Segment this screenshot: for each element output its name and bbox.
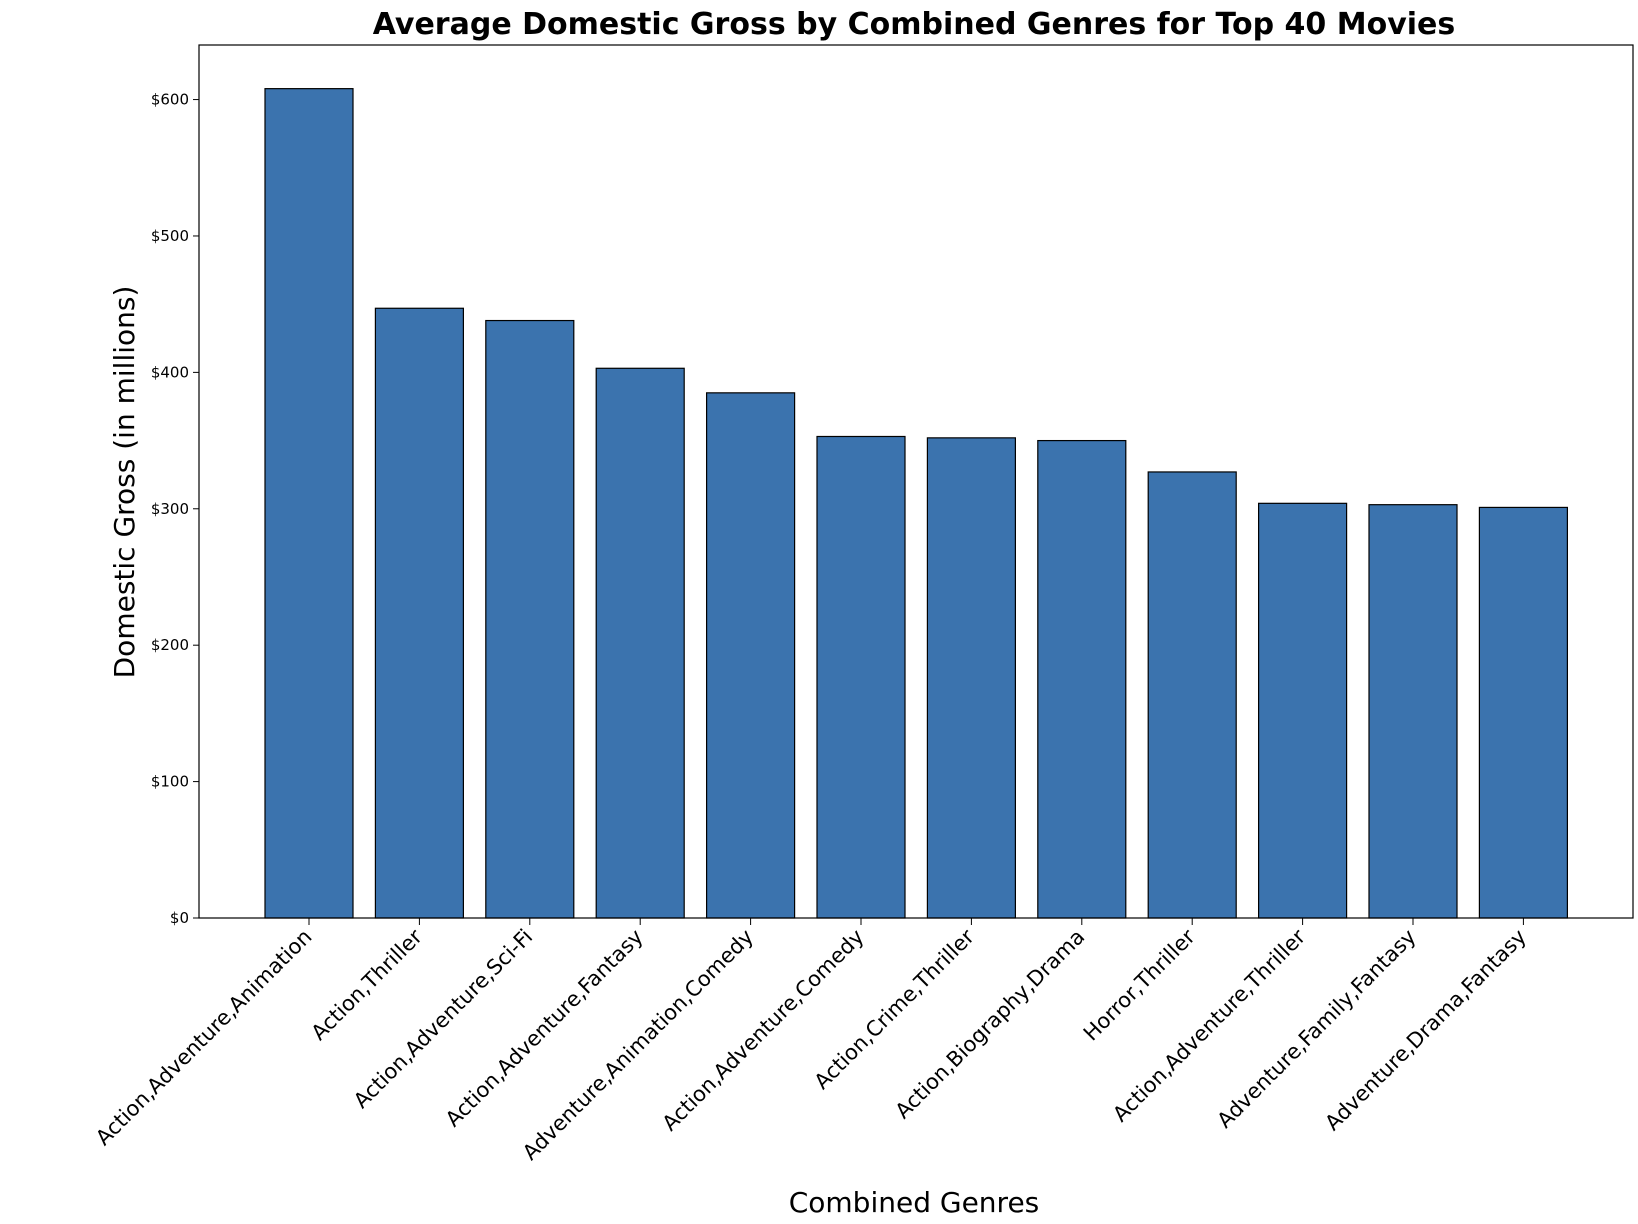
x-tick-label: Action,Biography,Drama bbox=[891, 925, 1090, 1124]
y-tick-label: $400 bbox=[151, 363, 189, 381]
x-tick-label: Action,Adventure,Animation bbox=[91, 925, 316, 1150]
y-tick-label: $0 bbox=[170, 909, 189, 927]
y-tick-label: $200 bbox=[151, 636, 189, 654]
y-tick-label: $500 bbox=[151, 227, 189, 245]
bar-10 bbox=[1257, 502, 1348, 919]
x-tick-label: Action,Adventure,Comedy bbox=[658, 925, 869, 1136]
x-tick-label: Action,Adventure,Thriller bbox=[1108, 924, 1310, 1126]
x-axis-label: Combined Genres bbox=[789, 1186, 1040, 1219]
x-tick-label: Action,Adventure,Sci-Fi bbox=[349, 925, 537, 1113]
x-tick-label: Horror,Thriller bbox=[1079, 924, 1200, 1045]
y-tick-label: $300 bbox=[151, 500, 189, 518]
y-tick-label: $600 bbox=[151, 91, 189, 109]
bar-6 bbox=[816, 435, 906, 919]
bar-12 bbox=[1478, 506, 1569, 919]
bar-1 bbox=[264, 88, 354, 919]
y-axis-label: Domestic Gross (in millions) bbox=[108, 286, 141, 679]
y-tick-label: $100 bbox=[151, 773, 189, 791]
bars-group bbox=[264, 88, 1569, 919]
bar-11 bbox=[1368, 504, 1458, 919]
bar-2 bbox=[374, 307, 464, 919]
y-axis-ticks: $0 $100 $200 $300 $400 $500 $600 bbox=[151, 91, 199, 927]
x-axis-ticks: Action,Adventure,AnimationAction,Thrille… bbox=[91, 918, 1531, 1165]
x-tick-label: Action,Thriller bbox=[307, 924, 428, 1045]
x-tick-label: Adventure,Family,Fantasy bbox=[1212, 925, 1420, 1133]
bar-5 bbox=[705, 392, 796, 919]
bar-9 bbox=[1147, 471, 1237, 919]
bar-4 bbox=[595, 367, 685, 919]
bar-3 bbox=[485, 319, 575, 919]
bar-8 bbox=[1037, 439, 1127, 919]
x-tick-label: Action,Adventure,Fantasy bbox=[441, 925, 648, 1132]
x-tick-label: Adventure,Animation,Comedy bbox=[518, 925, 758, 1165]
plot-frame bbox=[198, 44, 1634, 919]
chart-title: Average Domestic Gross by Combined Genre… bbox=[373, 7, 1456, 42]
x-tick-label: Adventure,Drama,Fantasy bbox=[1320, 925, 1531, 1136]
bar-7 bbox=[926, 437, 1017, 919]
